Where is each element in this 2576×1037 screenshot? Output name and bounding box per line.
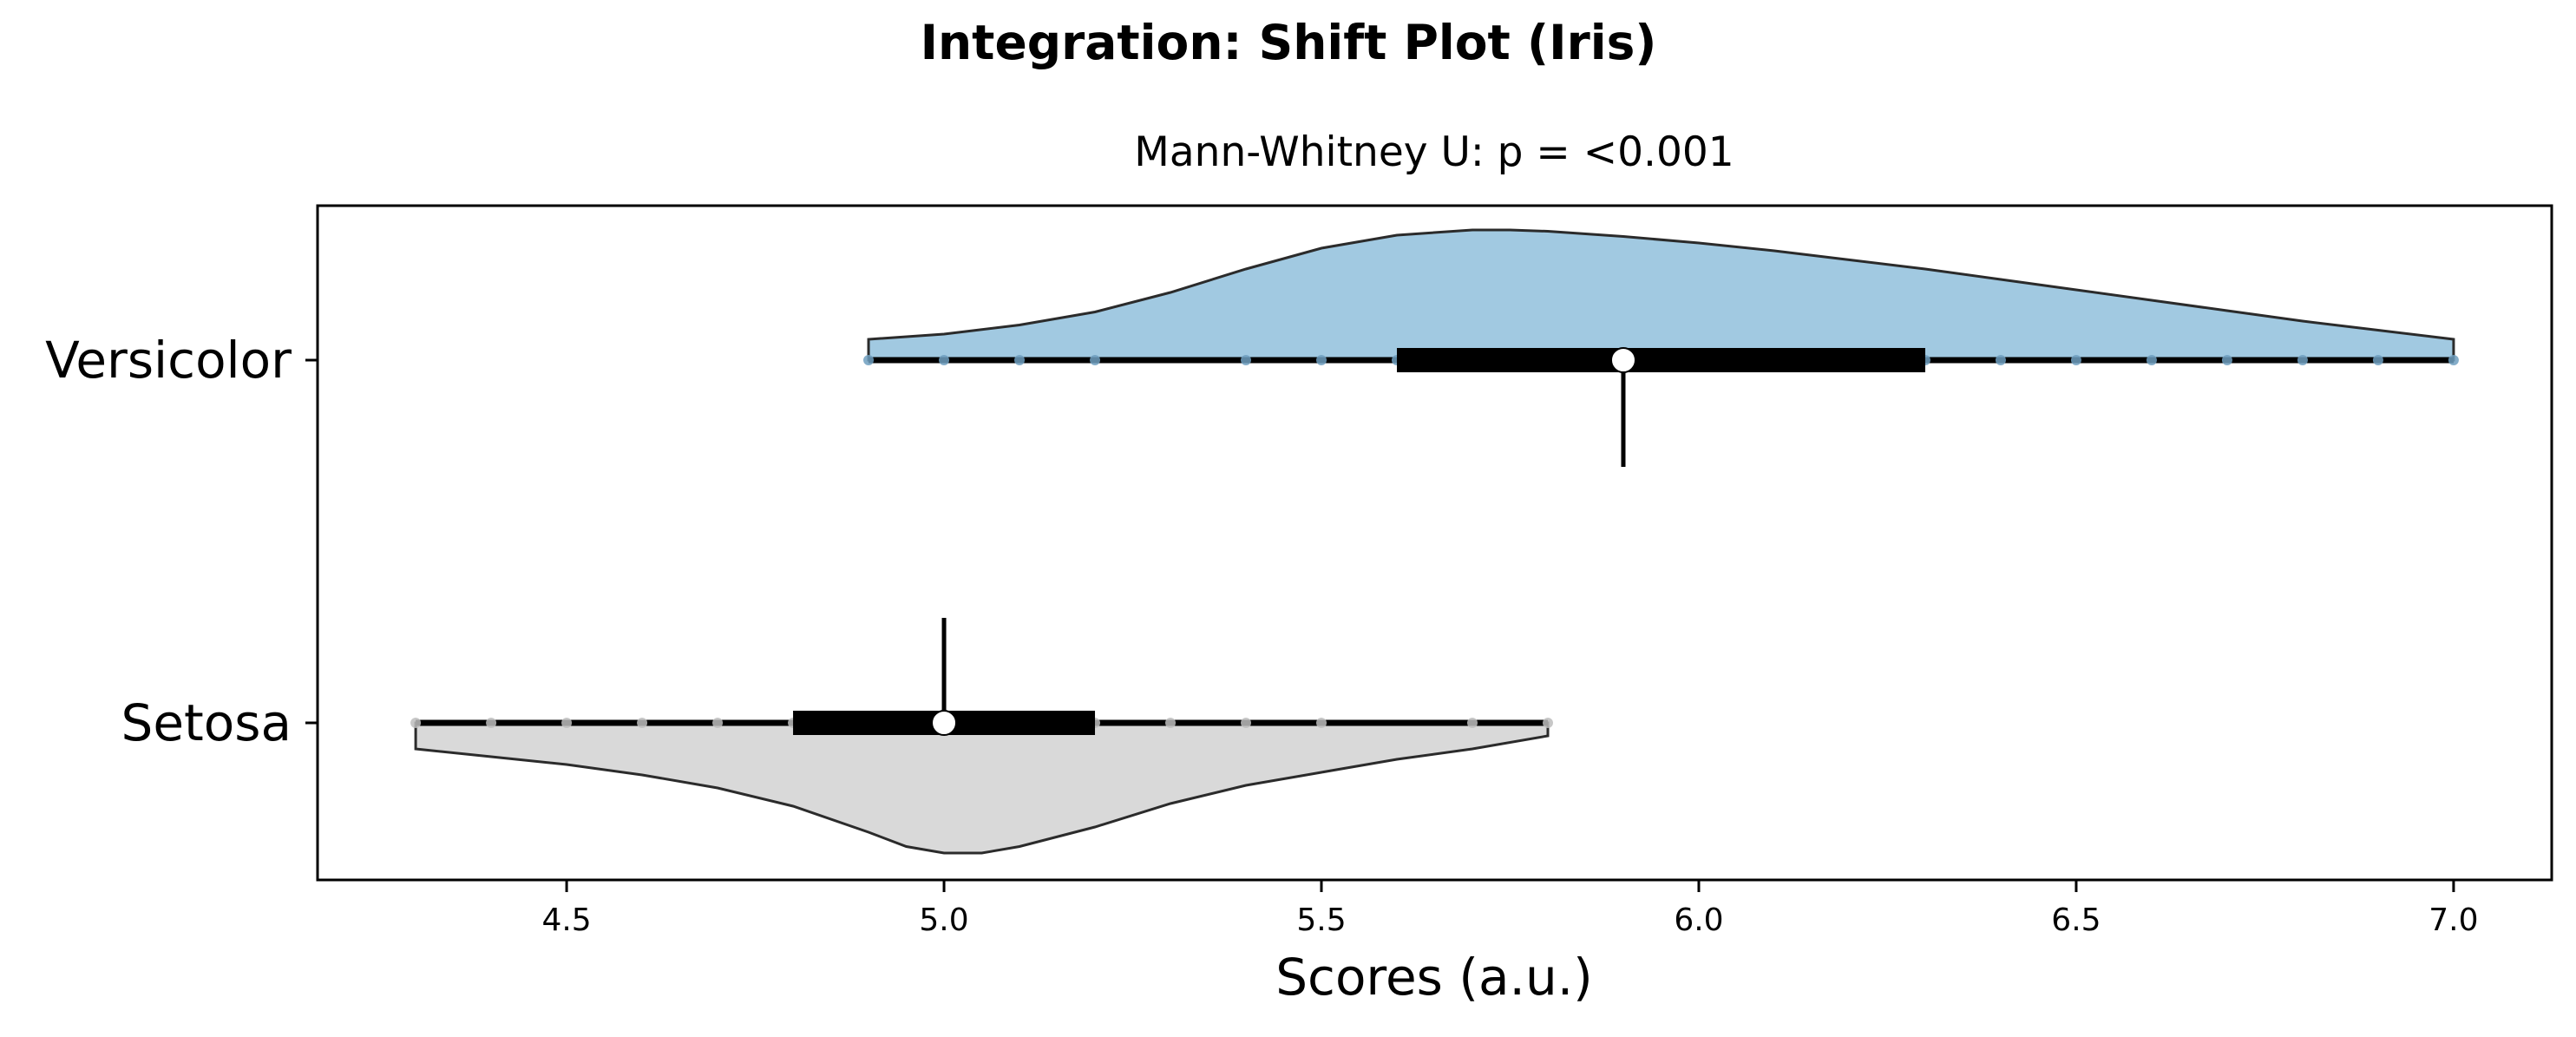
x-tick-label: 6.0 — [1674, 902, 1723, 938]
x-axis: 4.5 5.0 5.5 6.0 6.5 7.0 — [541, 880, 2479, 938]
versicolor-point — [863, 355, 875, 365]
y-tick-label: Versicolor — [45, 331, 292, 390]
setosa-point — [1466, 718, 1478, 728]
versicolor-point — [2070, 355, 2081, 365]
chart-title: Integration: Shift Plot (Iris) — [921, 15, 1657, 70]
setosa-point — [1542, 718, 1553, 728]
x-tick-label: 7.0 — [2429, 902, 2478, 938]
setosa-point — [410, 718, 422, 728]
versicolor-iqr-box — [1397, 348, 1925, 372]
setosa-median-marker — [931, 710, 958, 736]
setosa-point — [486, 718, 497, 728]
versicolor-median-marker — [1609, 347, 1636, 373]
setosa-point — [1316, 718, 1327, 728]
versicolor-point — [1316, 355, 1327, 365]
x-tick-label: 5.0 — [919, 902, 968, 938]
versicolor-point — [1014, 355, 1026, 365]
x-tick-label: 6.5 — [2051, 902, 2101, 938]
setosa-point — [1241, 718, 1252, 728]
plot-frame — [316, 204, 2553, 882]
versicolor-point — [1995, 355, 2006, 365]
versicolor-point — [2297, 355, 2308, 365]
setosa-point — [1165, 718, 1177, 728]
setosa-density — [414, 721, 1550, 855]
chart-subtitle: Mann-Whitney U: p = <0.001 — [1134, 128, 1734, 176]
setosa-point — [637, 718, 648, 728]
setosa-point — [712, 718, 724, 728]
y-axis: Versicolor Setosa — [45, 331, 318, 752]
versicolor-density — [867, 228, 2455, 362]
x-axis-label: Scores (a.u.) — [1275, 948, 1593, 1007]
x-tick-label: 4.5 — [541, 902, 591, 938]
x-tick-label: 5.5 — [1296, 902, 1346, 938]
versicolor-point — [939, 355, 950, 365]
y-tick-label: Setosa — [121, 693, 292, 752]
versicolor-point — [2448, 355, 2459, 365]
versicolor-point — [2146, 355, 2157, 365]
versicolor-point — [1090, 355, 1101, 365]
versicolor-point — [1241, 355, 1252, 365]
plot-area — [410, 228, 2459, 855]
setosa-point — [561, 718, 573, 728]
versicolor-point — [2221, 355, 2232, 365]
versicolor-point — [2372, 355, 2383, 365]
